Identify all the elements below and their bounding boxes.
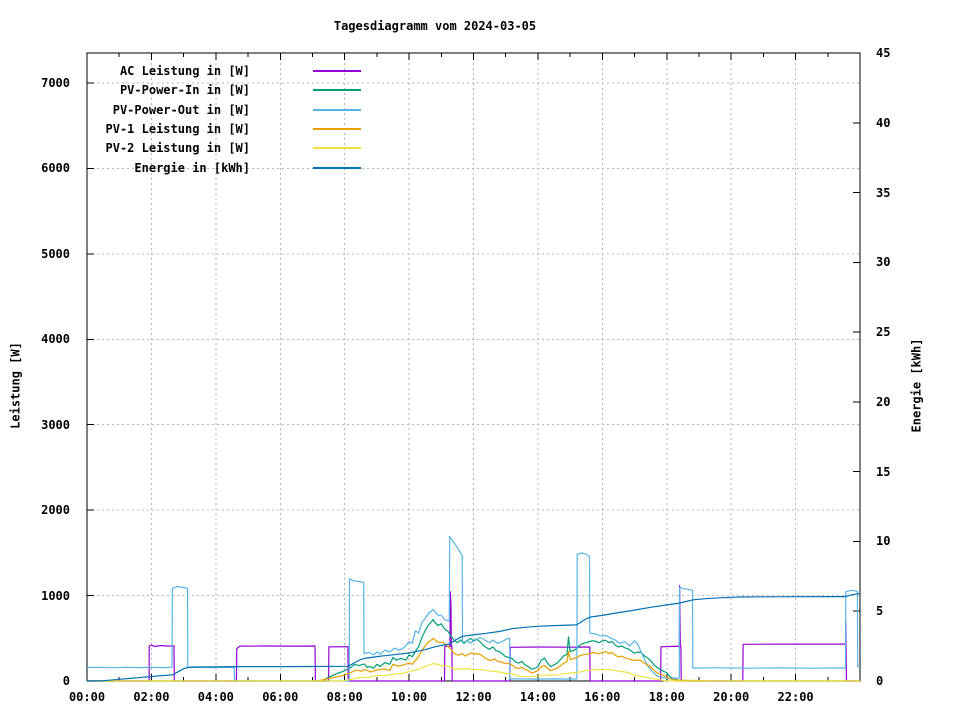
legend-label: AC Leistung in [W] — [119, 64, 250, 78]
y-right-tick-label: 20 — [876, 394, 891, 409]
series-energie — [86, 592, 861, 682]
x-tick-label: 08:00 — [326, 690, 363, 704]
legend-label: PV-1 Leistung in [W] — [105, 121, 251, 136]
legend-item: Energie in [kWh] — [95, 161, 365, 175]
y-right-tick-label: 5 — [876, 604, 884, 619]
x-tick-label: 12:00 — [455, 690, 492, 704]
legend-line-swatch — [313, 70, 361, 72]
legend-line-swatch — [313, 127, 361, 130]
x-tick-label: 18:00 — [648, 690, 685, 704]
x-tick-label: 04:00 — [197, 690, 234, 704]
y-right-tick-label: 0 — [876, 674, 884, 688]
x-tick-label: 20:00 — [713, 690, 750, 704]
x-tick-label: 22:00 — [777, 690, 814, 704]
y-left-tick-label: 1000 — [41, 588, 70, 603]
legend-line-swatch — [313, 89, 361, 92]
legend-item: PV-Power-In in [W] — [95, 83, 365, 97]
y-right-tick-label: 25 — [876, 325, 891, 340]
series-pv_in — [87, 618, 860, 682]
x-tick-label: 06:00 — [262, 690, 299, 704]
legend-item: PV-Power-Out in [W] — [95, 103, 365, 117]
series-pv1 — [87, 637, 860, 682]
y-left-tick-label: 5000 — [41, 246, 70, 261]
y-right-tick-label: 45 — [876, 46, 891, 60]
legend-label: PV-Power-Out in [W] — [112, 102, 250, 117]
legend-item: AC Leistung in [W] — [95, 64, 365, 78]
y-right-tick-label: 30 — [876, 255, 891, 270]
legend-label: PV-Power-In in [W] — [119, 83, 250, 98]
y-left-tick-label: 0 — [62, 674, 70, 688]
x-tick-label: 02:00 — [133, 690, 170, 704]
y-left-tick-label: 2000 — [41, 503, 70, 518]
series-pv2 — [87, 662, 860, 682]
y-left-tick-label: 7000 — [41, 75, 70, 90]
legend-item: PV-2 Leistung in [W] — [95, 141, 365, 155]
legend-label: PV-2 Leistung in [W] — [105, 141, 251, 156]
y-right-tick-label: 35 — [876, 185, 891, 200]
x-tick-label: 10:00 — [391, 690, 428, 704]
legend-label: Energie in [kWh] — [134, 160, 250, 175]
y-right-tick-label: 10 — [876, 534, 891, 549]
y-right-tick-label: 40 — [876, 115, 891, 130]
x-tick-label: 00:00 — [68, 690, 106, 704]
legend-line-swatch — [313, 108, 361, 111]
x-tick-label: 16:00 — [584, 690, 621, 704]
y-left-tick-label: 3000 — [41, 417, 70, 432]
y-right-tick-label: 15 — [876, 464, 891, 479]
legend-line-swatch — [313, 166, 361, 169]
x-tick-label: 14:00 — [519, 690, 556, 704]
y-left-tick-label: 4000 — [41, 332, 70, 347]
y-left-tick-label: 6000 — [41, 161, 70, 176]
legend-line-swatch — [313, 147, 361, 150]
legend-item: PV-1 Leistung in [W] — [95, 122, 365, 136]
chart-title: Tagesdiagramm vom 2024-03-05 — [333, 19, 537, 33]
